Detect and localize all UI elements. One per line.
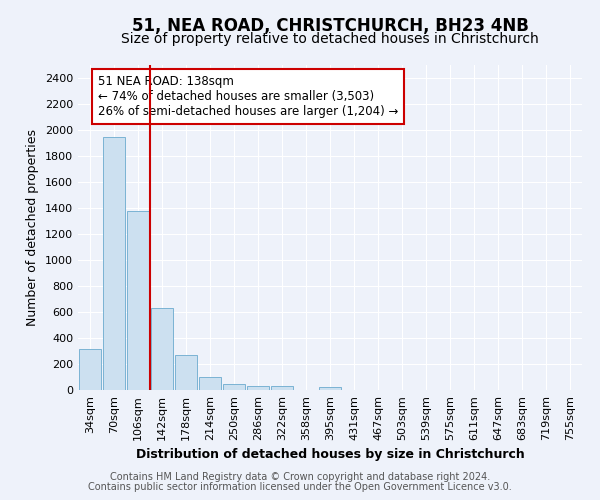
Bar (247, 386, 269, 390)
Bar (79, 349, 101, 390)
Bar (151, 308, 173, 390)
Text: 51, NEA ROAD, CHRISTCHURCH, BH23 4NB: 51, NEA ROAD, CHRISTCHURCH, BH23 4NB (131, 18, 529, 36)
Bar (175, 355, 197, 390)
Bar (319, 388, 341, 390)
Text: Contains public sector information licensed under the Open Government Licence v3: Contains public sector information licen… (88, 482, 512, 492)
Bar (103, 136, 125, 390)
Bar (127, 210, 149, 390)
Bar (271, 386, 293, 390)
Bar (199, 377, 221, 390)
Text: Contains HM Land Registry data © Crown copyright and database right 2024.: Contains HM Land Registry data © Crown c… (110, 472, 490, 482)
X-axis label: Distribution of detached houses by size in Christchurch: Distribution of detached houses by size … (136, 448, 524, 461)
Text: 51 NEA ROAD: 138sqm
← 74% of detached houses are smaller (3,503)
26% of semi-det: 51 NEA ROAD: 138sqm ← 74% of detached ho… (98, 74, 398, 118)
Text: Size of property relative to detached houses in Christchurch: Size of property relative to detached ho… (121, 32, 539, 46)
Bar (223, 384, 245, 390)
Y-axis label: Number of detached properties: Number of detached properties (26, 129, 40, 326)
